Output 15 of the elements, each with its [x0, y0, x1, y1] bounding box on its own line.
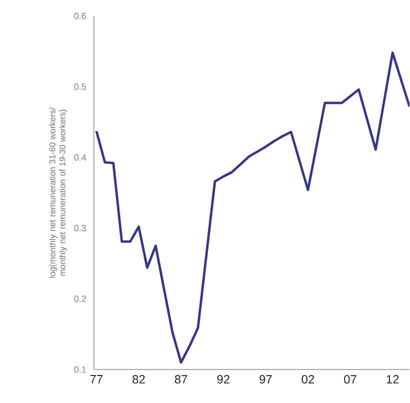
y-tick-label: 0.5: [74, 84, 86, 90]
y-tick-label: 0.1: [74, 366, 86, 373]
x-tick-label: 92: [217, 375, 230, 384]
x-tick-label: 12: [386, 375, 399, 384]
y-axis-title: log(monthly net remuneration 31-60 workers/ monthly net remuneration of 19-30 workers): [49, 108, 68, 278]
x-tick-label: 07: [344, 375, 356, 384]
y-tick-label: 0.2: [74, 296, 86, 302]
x-tick-label: 97: [260, 375, 272, 384]
y-tick-label: 0.4: [74, 154, 86, 161]
x-tick-label: 87: [174, 375, 188, 384]
y-tick-label: 0.6: [74, 13, 86, 20]
x-tick-label: 82: [132, 375, 145, 384]
x-tick-label: 02: [302, 375, 314, 384]
y-tick-label: 0.3: [74, 225, 86, 232]
x-tick-label: 77: [90, 375, 102, 384]
